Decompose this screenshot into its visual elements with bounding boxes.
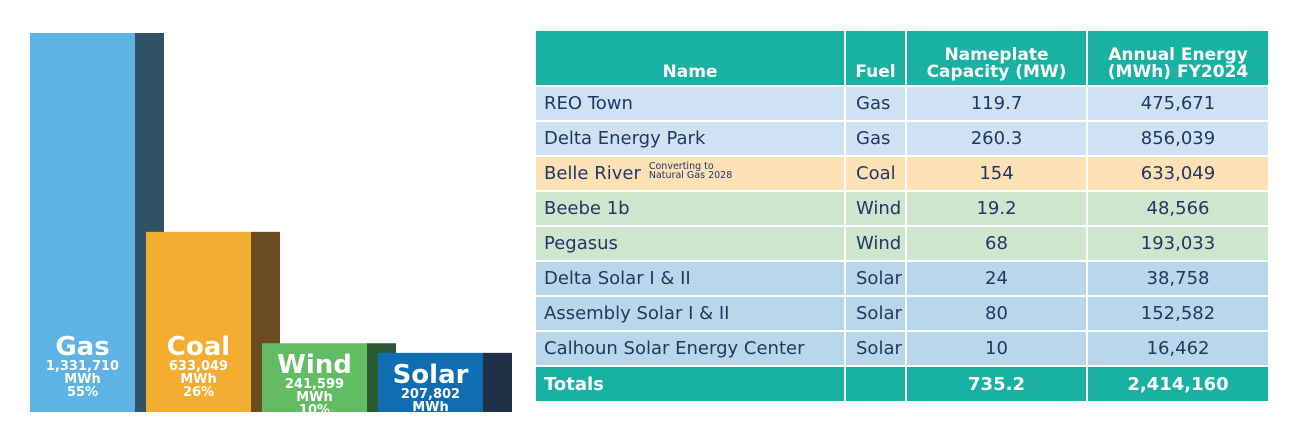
table-row: Delta Energy Park Gas 260.3 856,039 bbox=[536, 122, 1268, 157]
header-capacity-line1: Nameplate bbox=[944, 45, 1049, 65]
cell-capacity: 154 bbox=[907, 157, 1088, 192]
cell-capacity: 68 bbox=[907, 227, 1088, 262]
header-capacity-line2: Capacity (MW) bbox=[926, 62, 1067, 82]
table-row: Delta Solar I & II Solar 24 38,758 bbox=[536, 262, 1268, 297]
bar-side-solar bbox=[483, 352, 512, 412]
bar-unit-label-gas: MWh bbox=[64, 372, 101, 387]
cell-energy: 38,758 bbox=[1088, 262, 1268, 297]
cell-fuel: Wind bbox=[846, 227, 907, 262]
cell-capacity: 119.7 bbox=[907, 87, 1088, 122]
totals-energy: 2,414,160 bbox=[1088, 367, 1268, 403]
bar-percent-label-coal: 26% bbox=[183, 385, 214, 400]
cell-name: Beebe 1b bbox=[536, 192, 846, 227]
table-row: Pegasus Wind 68 193,033 bbox=[536, 227, 1268, 262]
generation-table-container: Name Fuel Nameplate Capacity (MW) Annual… bbox=[536, 31, 1268, 403]
bar-value-label-solar: 207,802 bbox=[401, 387, 460, 402]
cell-energy: 48,566 bbox=[1088, 192, 1268, 227]
header-energy-line1: Annual Energy bbox=[1108, 45, 1248, 65]
bar-percent-label-solar: 9% bbox=[419, 413, 441, 428]
cell-fuel: Coal bbox=[846, 157, 907, 192]
cell-energy: 193,033 bbox=[1088, 227, 1268, 262]
totals-label: Totals bbox=[536, 367, 846, 403]
cell-fuel: Solar bbox=[846, 297, 907, 332]
bar-category-label-coal: Coal bbox=[167, 332, 230, 362]
header-capacity: Nameplate Capacity (MW) bbox=[907, 31, 1088, 87]
bar-unit-label-wind: MWh bbox=[296, 390, 333, 405]
conversion-note: Converting to Natural Gas 2028 bbox=[648, 161, 733, 181]
header-fuel: Fuel bbox=[846, 31, 907, 87]
bar-percent-label-gas: 55% bbox=[67, 385, 98, 400]
bar-wind bbox=[262, 343, 367, 412]
table-row: Beebe 1b Wind 19.2 48,566 bbox=[536, 192, 1268, 227]
cell-capacity: 19.2 bbox=[907, 192, 1088, 227]
header-energy-line2: (MWh) FY2024 bbox=[1107, 62, 1249, 82]
bar-category-label-solar: Solar bbox=[393, 360, 469, 390]
table-row: Belle River Converting to Natural Gas 2028… bbox=[536, 157, 1268, 192]
cell-fuel: Solar bbox=[846, 262, 907, 297]
cell-energy: 152,582 bbox=[1088, 297, 1268, 332]
cell-name: REO Town bbox=[536, 87, 846, 122]
header-energy: Annual Energy (MWh) FY2024 bbox=[1088, 31, 1268, 87]
energy-bar-chart: Gas1,331,710MWh55%Coal633,049MWh26%Wind2… bbox=[30, 33, 512, 428]
cell-name: Assembly Solar I & II bbox=[536, 297, 846, 332]
cell-name: Delta Solar I & II bbox=[536, 262, 846, 297]
bar-percent-label-wind: 10% bbox=[299, 403, 330, 418]
cell-name: Belle River Converting to Natural Gas 2028 bbox=[536, 157, 846, 192]
totals-row: Totals 735.2 2,414,160 bbox=[536, 367, 1268, 403]
bar-unit-label-coal: MWh bbox=[180, 372, 217, 387]
cell-energy: 475,671 bbox=[1088, 87, 1268, 122]
cell-name: Calhoun Solar Energy Center bbox=[536, 332, 846, 367]
table-row: REO Town Gas 119.7 475,671 bbox=[536, 87, 1268, 122]
cell-energy: 633,049 bbox=[1088, 157, 1268, 192]
cell-name: Pegasus bbox=[536, 227, 846, 262]
cell-fuel: Gas bbox=[846, 122, 907, 157]
table-row: Calhoun Solar Energy Center Solar 10 16,… bbox=[536, 332, 1268, 367]
generation-table: Name Fuel Nameplate Capacity (MW) Annual… bbox=[536, 31, 1268, 403]
header-name: Name bbox=[536, 31, 846, 87]
cell-capacity: 10 bbox=[907, 332, 1088, 367]
cell-capacity: 260.3 bbox=[907, 122, 1088, 157]
bar-category-label-gas: Gas bbox=[55, 332, 109, 362]
bar-value-label-wind: 241,599 bbox=[285, 377, 344, 392]
bar-unit-label-solar: MWh bbox=[412, 400, 449, 415]
bar-category-label-wind: Wind bbox=[277, 350, 352, 380]
table-header-row: Name Fuel Nameplate Capacity (MW) Annual… bbox=[536, 31, 1268, 87]
cell-fuel: Wind bbox=[846, 192, 907, 227]
cell-energy: 856,039 bbox=[1088, 122, 1268, 157]
cell-fuel: Gas bbox=[846, 87, 907, 122]
cell-fuel: Solar bbox=[846, 332, 907, 367]
cell-energy: 16,462 bbox=[1088, 332, 1268, 367]
totals-capacity: 735.2 bbox=[907, 367, 1088, 403]
cell-capacity: 80 bbox=[907, 297, 1088, 332]
cell-name: Delta Energy Park bbox=[536, 122, 846, 157]
totals-fuel bbox=[846, 367, 907, 403]
bar-value-label-gas: 1,331,710 bbox=[46, 359, 119, 374]
bar-coal bbox=[146, 231, 251, 412]
cell-capacity: 24 bbox=[907, 262, 1088, 297]
bar-solar bbox=[378, 352, 483, 412]
table-row: Assembly Solar I & II Solar 80 152,582 bbox=[536, 297, 1268, 332]
bar-gas bbox=[30, 33, 135, 412]
bar-value-label-coal: 633,049 bbox=[169, 359, 228, 374]
